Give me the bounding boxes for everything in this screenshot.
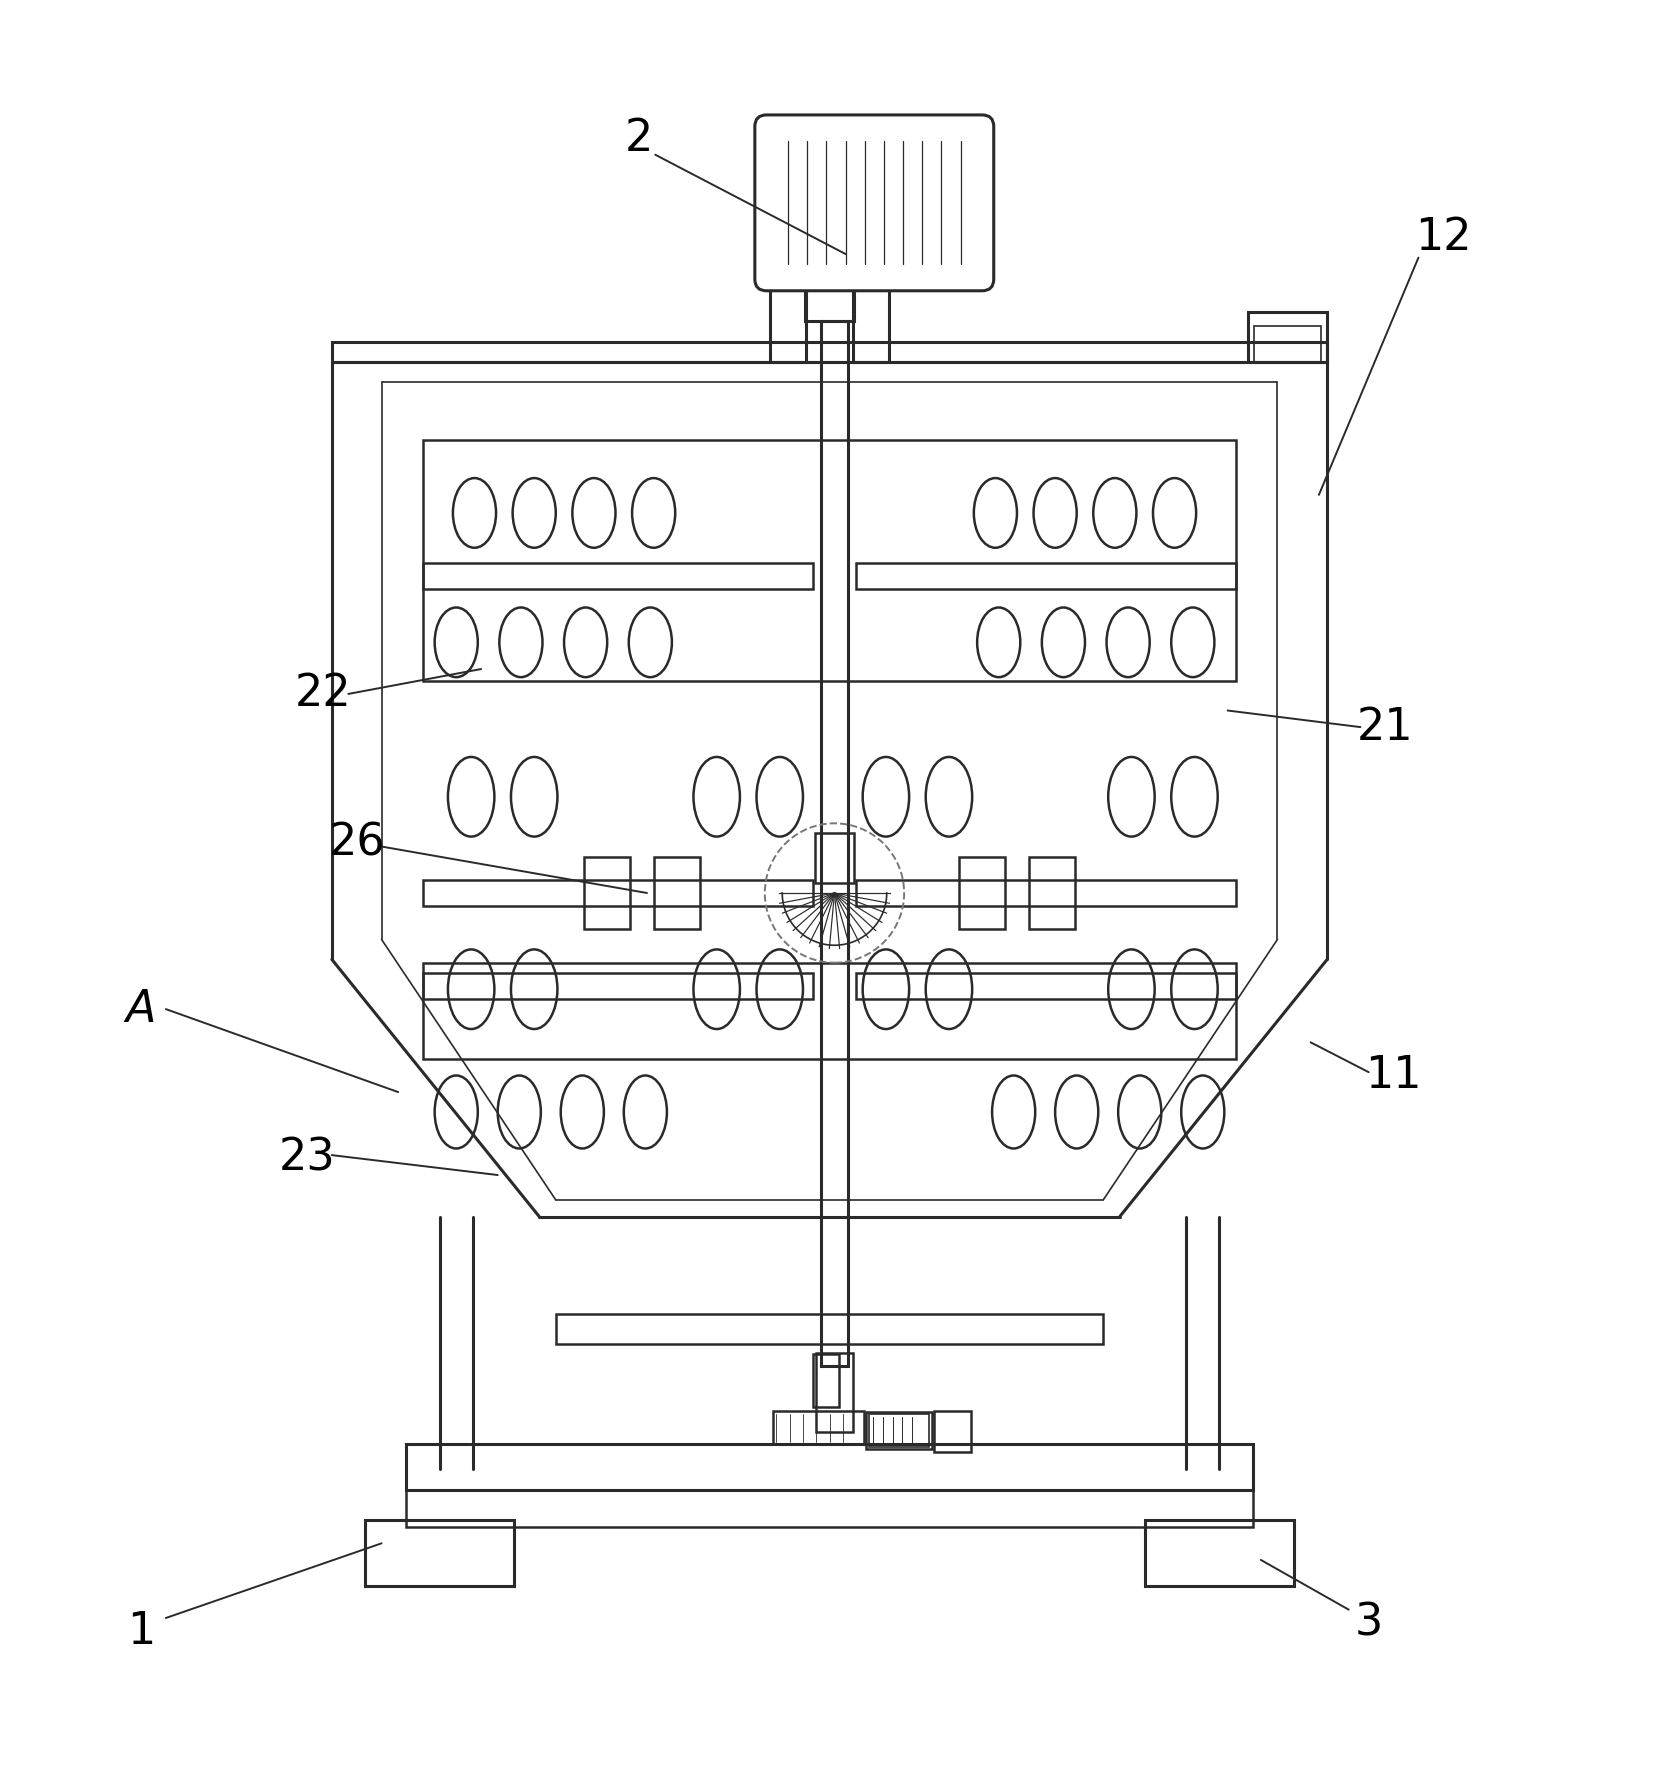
- Text: 11: 11: [1365, 1054, 1422, 1097]
- Bar: [423, 973, 813, 998]
- Bar: [423, 880, 813, 906]
- Text: 26: 26: [328, 822, 385, 864]
- Bar: [584, 857, 630, 929]
- Bar: [654, 857, 700, 929]
- Bar: [866, 1413, 932, 1448]
- Bar: [1145, 1520, 1294, 1586]
- Bar: [423, 439, 1236, 680]
- Bar: [1029, 857, 1075, 929]
- Bar: [1248, 313, 1327, 363]
- Text: 12: 12: [1415, 216, 1472, 259]
- Text: 23: 23: [279, 1138, 335, 1181]
- Bar: [959, 857, 1005, 929]
- Bar: [856, 973, 1236, 998]
- Bar: [406, 1443, 1253, 1490]
- Bar: [816, 1352, 853, 1432]
- Bar: [770, 266, 806, 363]
- Bar: [406, 1490, 1253, 1527]
- Bar: [821, 321, 848, 1366]
- FancyBboxPatch shape: [755, 114, 994, 291]
- Text: 22: 22: [295, 672, 352, 716]
- Bar: [813, 1354, 839, 1407]
- Bar: [773, 1411, 864, 1443]
- Bar: [856, 563, 1236, 589]
- Bar: [423, 963, 1236, 1059]
- Bar: [815, 834, 854, 882]
- Text: 1: 1: [126, 1609, 156, 1652]
- Bar: [556, 1314, 1103, 1345]
- Bar: [423, 563, 813, 589]
- Text: 2: 2: [624, 116, 654, 159]
- Bar: [332, 343, 1327, 363]
- Bar: [869, 1415, 929, 1447]
- Bar: [856, 880, 1236, 906]
- Bar: [934, 1411, 971, 1452]
- Text: A: A: [126, 988, 156, 1031]
- Text: 21: 21: [1357, 705, 1413, 748]
- Bar: [853, 266, 889, 363]
- Text: 3: 3: [1354, 1602, 1384, 1645]
- Bar: [1254, 325, 1321, 363]
- Bar: [365, 1520, 514, 1586]
- Bar: [805, 257, 854, 321]
